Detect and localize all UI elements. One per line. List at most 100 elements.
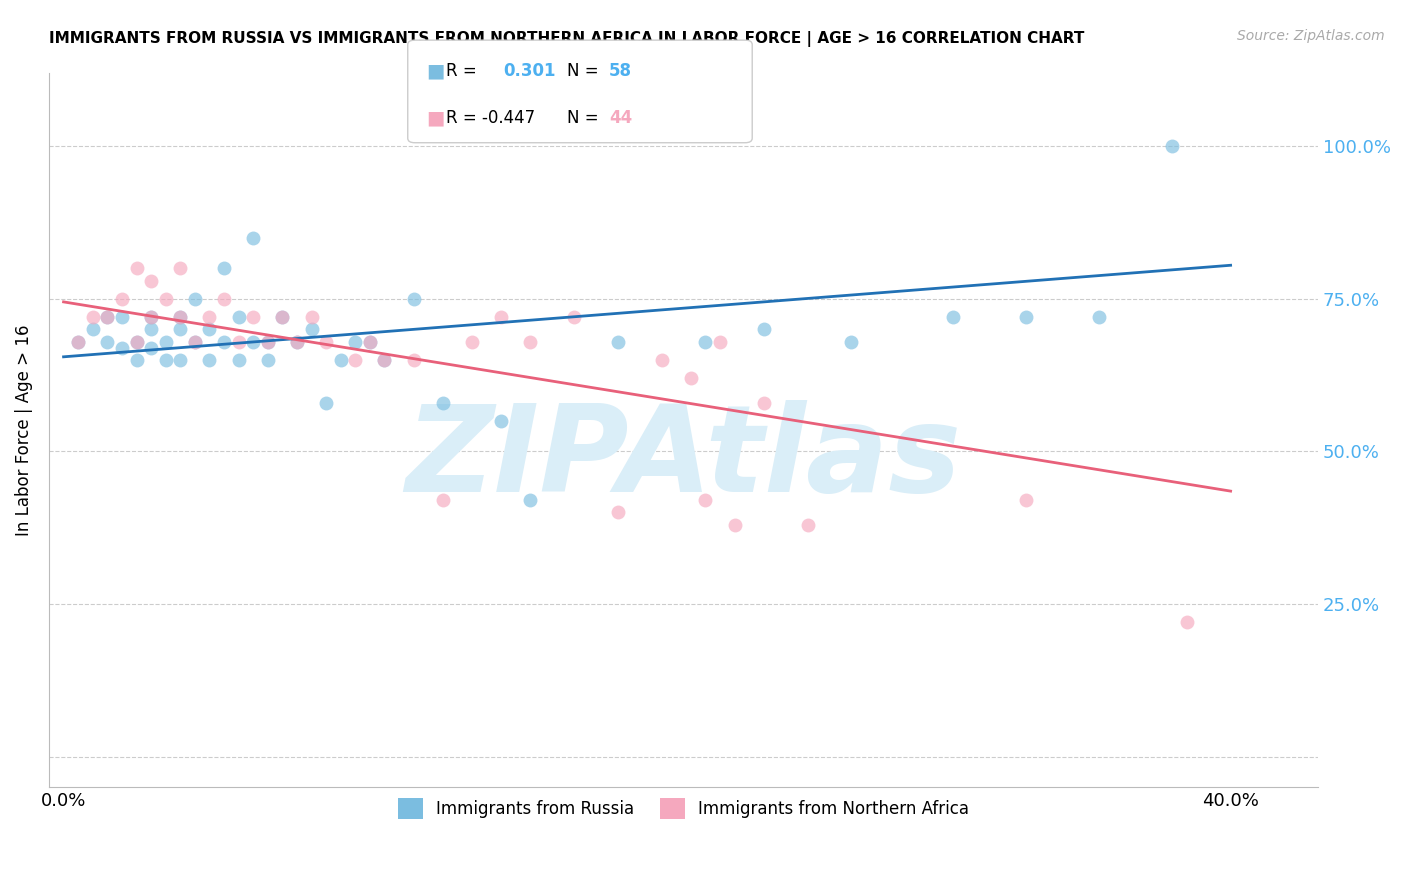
Point <box>125 334 148 349</box>
Point <box>373 352 395 367</box>
Point <box>606 506 628 520</box>
Point <box>329 352 352 367</box>
Point <box>242 334 264 349</box>
Point <box>212 334 235 349</box>
Point <box>519 493 541 508</box>
Point <box>839 334 862 349</box>
Point <box>228 334 250 349</box>
Point <box>125 261 148 276</box>
Point <box>242 310 264 325</box>
Point <box>111 310 134 325</box>
Point <box>271 310 294 325</box>
Point <box>679 371 702 385</box>
Point <box>1015 310 1038 325</box>
Point <box>67 334 90 349</box>
Point <box>562 310 585 325</box>
Point <box>301 310 323 325</box>
Point <box>432 395 454 409</box>
Text: Source: ZipAtlas.com: Source: ZipAtlas.com <box>1237 29 1385 43</box>
Point <box>344 334 367 349</box>
Point <box>256 334 278 349</box>
Point <box>285 334 308 349</box>
Point <box>402 352 425 367</box>
Point <box>651 352 673 367</box>
Point <box>139 310 162 325</box>
Point <box>1161 139 1184 153</box>
Point <box>752 395 775 409</box>
Point <box>315 395 337 409</box>
Point <box>96 310 118 325</box>
Text: ZIPAtlas: ZIPAtlas <box>405 401 962 517</box>
Point <box>82 310 104 325</box>
Point <box>198 322 221 336</box>
Point <box>212 292 235 306</box>
Point <box>489 414 512 428</box>
Point <box>139 273 162 287</box>
Point <box>82 322 104 336</box>
Point <box>344 352 367 367</box>
Point <box>359 334 381 349</box>
Point <box>373 352 395 367</box>
Point <box>271 310 294 325</box>
Text: R =: R = <box>446 62 486 79</box>
Point <box>796 517 818 532</box>
Point <box>695 334 717 349</box>
Point <box>402 292 425 306</box>
Point <box>184 334 207 349</box>
Text: N =: N = <box>567 62 603 79</box>
Text: ■: ■ <box>426 62 444 80</box>
Point <box>1015 493 1038 508</box>
Point <box>111 341 134 355</box>
Point <box>285 334 308 349</box>
Legend: Immigrants from Russia, Immigrants from Northern Africa: Immigrants from Russia, Immigrants from … <box>391 791 976 825</box>
Point <box>169 310 191 325</box>
Point <box>139 341 162 355</box>
Point <box>169 310 191 325</box>
Point <box>489 310 512 325</box>
Text: N =: N = <box>567 109 603 127</box>
Point <box>198 352 221 367</box>
Point <box>228 352 250 367</box>
Point <box>228 310 250 325</box>
Point <box>461 334 484 349</box>
Point <box>96 334 118 349</box>
Point <box>169 352 191 367</box>
Point <box>169 261 191 276</box>
Point <box>709 334 731 349</box>
Point <box>125 352 148 367</box>
Point <box>519 334 541 349</box>
Point <box>301 322 323 336</box>
Point <box>242 231 264 245</box>
Point <box>184 292 207 306</box>
Text: IMMIGRANTS FROM RUSSIA VS IMMIGRANTS FROM NORTHERN AFRICA IN LABOR FORCE | AGE >: IMMIGRANTS FROM RUSSIA VS IMMIGRANTS FRO… <box>49 31 1084 47</box>
Point <box>125 334 148 349</box>
Point <box>432 493 454 508</box>
Point <box>315 334 337 349</box>
Point <box>169 322 191 336</box>
Point <box>111 292 134 306</box>
Point <box>67 334 90 349</box>
Point <box>139 310 162 325</box>
Y-axis label: In Labor Force | Age > 16: In Labor Force | Age > 16 <box>15 325 32 536</box>
Point <box>139 322 162 336</box>
Point <box>198 310 221 325</box>
Point <box>752 322 775 336</box>
Text: 44: 44 <box>609 109 633 127</box>
Point <box>723 517 745 532</box>
Point <box>1175 615 1198 630</box>
Point <box>606 334 628 349</box>
Point <box>256 334 278 349</box>
Point <box>942 310 965 325</box>
Text: R = -0.447: R = -0.447 <box>446 109 534 127</box>
Point <box>359 334 381 349</box>
Point <box>155 352 177 367</box>
Text: 0.301: 0.301 <box>503 62 555 79</box>
Point <box>695 493 717 508</box>
Point <box>1088 310 1111 325</box>
Point <box>155 334 177 349</box>
Point <box>256 352 278 367</box>
Point <box>184 334 207 349</box>
Point <box>212 261 235 276</box>
Point <box>155 292 177 306</box>
Text: 58: 58 <box>609 62 631 79</box>
